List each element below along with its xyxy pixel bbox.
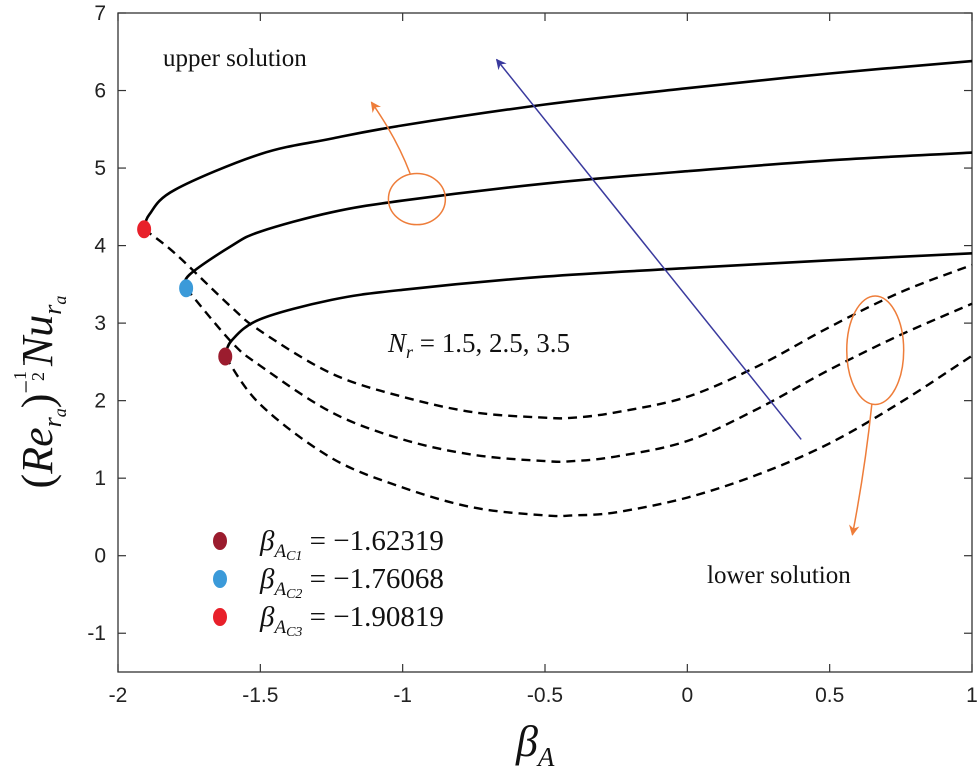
y-label-nu: Nu — [13, 315, 62, 367]
upper-solution-line — [142, 59, 973, 230]
x-tick-label: 0 — [681, 684, 693, 707]
y-label-nu-sub: r — [38, 304, 67, 315]
y-tick-label: 4 — [94, 235, 106, 258]
legend-value: = −1.90819 — [302, 601, 443, 633]
legend-sub: A — [272, 617, 286, 638]
y-tick-label: 7 — [94, 2, 106, 25]
upper-solution-ellipse — [387, 172, 447, 226]
critical-point-marker — [218, 347, 233, 366]
y-tick-label: 5 — [94, 157, 106, 180]
y-label-nu-subsub: a — [50, 296, 70, 305]
lower-solution-line — [224, 354, 973, 518]
legend-value: = −1.76068 — [302, 563, 443, 595]
legend-beta: β — [259, 525, 275, 557]
y-tick-label: 2 — [94, 390, 106, 413]
lower-solution-line — [143, 228, 973, 420]
upper-solution-line — [224, 252, 973, 357]
nr-values: = 1.5, 2.5, 3.5 — [413, 328, 570, 358]
critical-point-markers — [137, 220, 233, 366]
nr-symbol: N — [387, 328, 408, 358]
nr-label: Nr = 1.5, 2.5, 3.5 — [387, 328, 570, 362]
y-label-close: ) — [13, 394, 62, 409]
legend-subsub: C1 — [286, 549, 302, 564]
legend-sub: A — [272, 541, 286, 562]
annotations — [370, 58, 905, 536]
lower-solution-ellipse — [845, 295, 905, 406]
y-tick-label: 6 — [94, 80, 106, 103]
upper-solution-arrow — [370, 101, 411, 174]
y-label-exp-den: 2 — [28, 372, 48, 381]
y-tick-label: 1 — [94, 467, 106, 490]
x-tick-label: -1.5 — [242, 684, 278, 707]
y-label-open: ( — [13, 474, 62, 489]
y-label-re: Re — [13, 427, 62, 474]
x-tick-label: -0.5 — [527, 684, 563, 707]
x-axis-label-sub: A — [536, 742, 555, 772]
upper-solution-line — [183, 151, 973, 289]
svg-text:(Rera)−12Nura: (Rera)−12Nura — [10, 296, 70, 489]
y-label-re-subsub: a — [50, 408, 70, 417]
lower-solution-line — [185, 287, 973, 464]
legend-subsub: C3 — [286, 625, 302, 640]
increasing-nr-arrow — [495, 58, 802, 440]
legend-marker — [213, 532, 227, 550]
y-label-exp-num: 1 — [10, 371, 30, 380]
y-label-re-sub: r — [38, 416, 67, 427]
y-tick-label: -1 — [87, 622, 106, 645]
legend-entry: βAC1 = −1.62319 — [259, 525, 444, 564]
x-axis-label: βA — [515, 717, 555, 772]
axes: -2 -1.5 -1 -0.5 0 0.5 1 -1 0 1 2 3 4 5 6 7 — [87, 2, 978, 707]
legend-entry: βAC3 = −1.90819 — [259, 601, 444, 640]
upper-solution-label: upper solution — [163, 45, 307, 72]
x-axis-label-main: β — [515, 717, 538, 766]
nr-subscript: r — [406, 342, 414, 362]
x-tick-label: -1 — [393, 684, 412, 707]
x-tick-label: 1 — [966, 684, 978, 707]
lower-solution-arrow — [849, 404, 873, 536]
critical-point-marker — [179, 279, 194, 298]
y-tick-label: 3 — [94, 312, 106, 335]
y-tick-label: 0 — [94, 545, 106, 568]
legend-beta: β — [259, 563, 275, 595]
critical-point-marker — [137, 220, 152, 239]
legend-marker — [213, 608, 227, 626]
legend-value: = −1.62319 — [302, 525, 443, 557]
y-label-exp-sign: − — [14, 380, 40, 394]
x-tick-label: -2 — [109, 684, 128, 707]
x-tick-label: 0.5 — [815, 684, 844, 707]
legend-beta: β — [259, 601, 275, 633]
series-lines — [142, 59, 973, 518]
lower-solution-label: lower solution — [707, 562, 851, 589]
legend-marker — [213, 570, 227, 588]
legend-entry: βAC2 = −1.76068 — [259, 563, 444, 602]
legend-subsub: C2 — [286, 587, 302, 602]
y-axis-label: (Rera)−12Nura — [10, 296, 70, 489]
legend-sub: A — [272, 579, 286, 600]
